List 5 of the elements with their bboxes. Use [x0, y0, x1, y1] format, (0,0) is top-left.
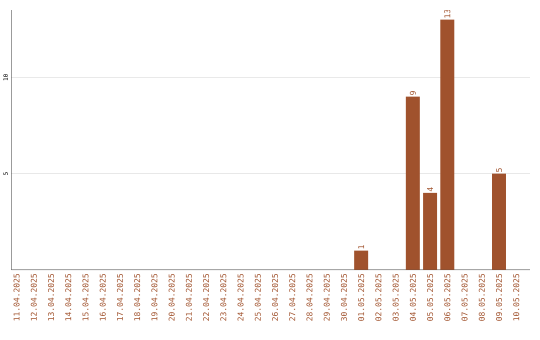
bar — [354, 250, 368, 270]
bar — [440, 20, 454, 270]
bar — [406, 96, 420, 270]
bar — [492, 174, 506, 270]
bar — [423, 192, 438, 270]
